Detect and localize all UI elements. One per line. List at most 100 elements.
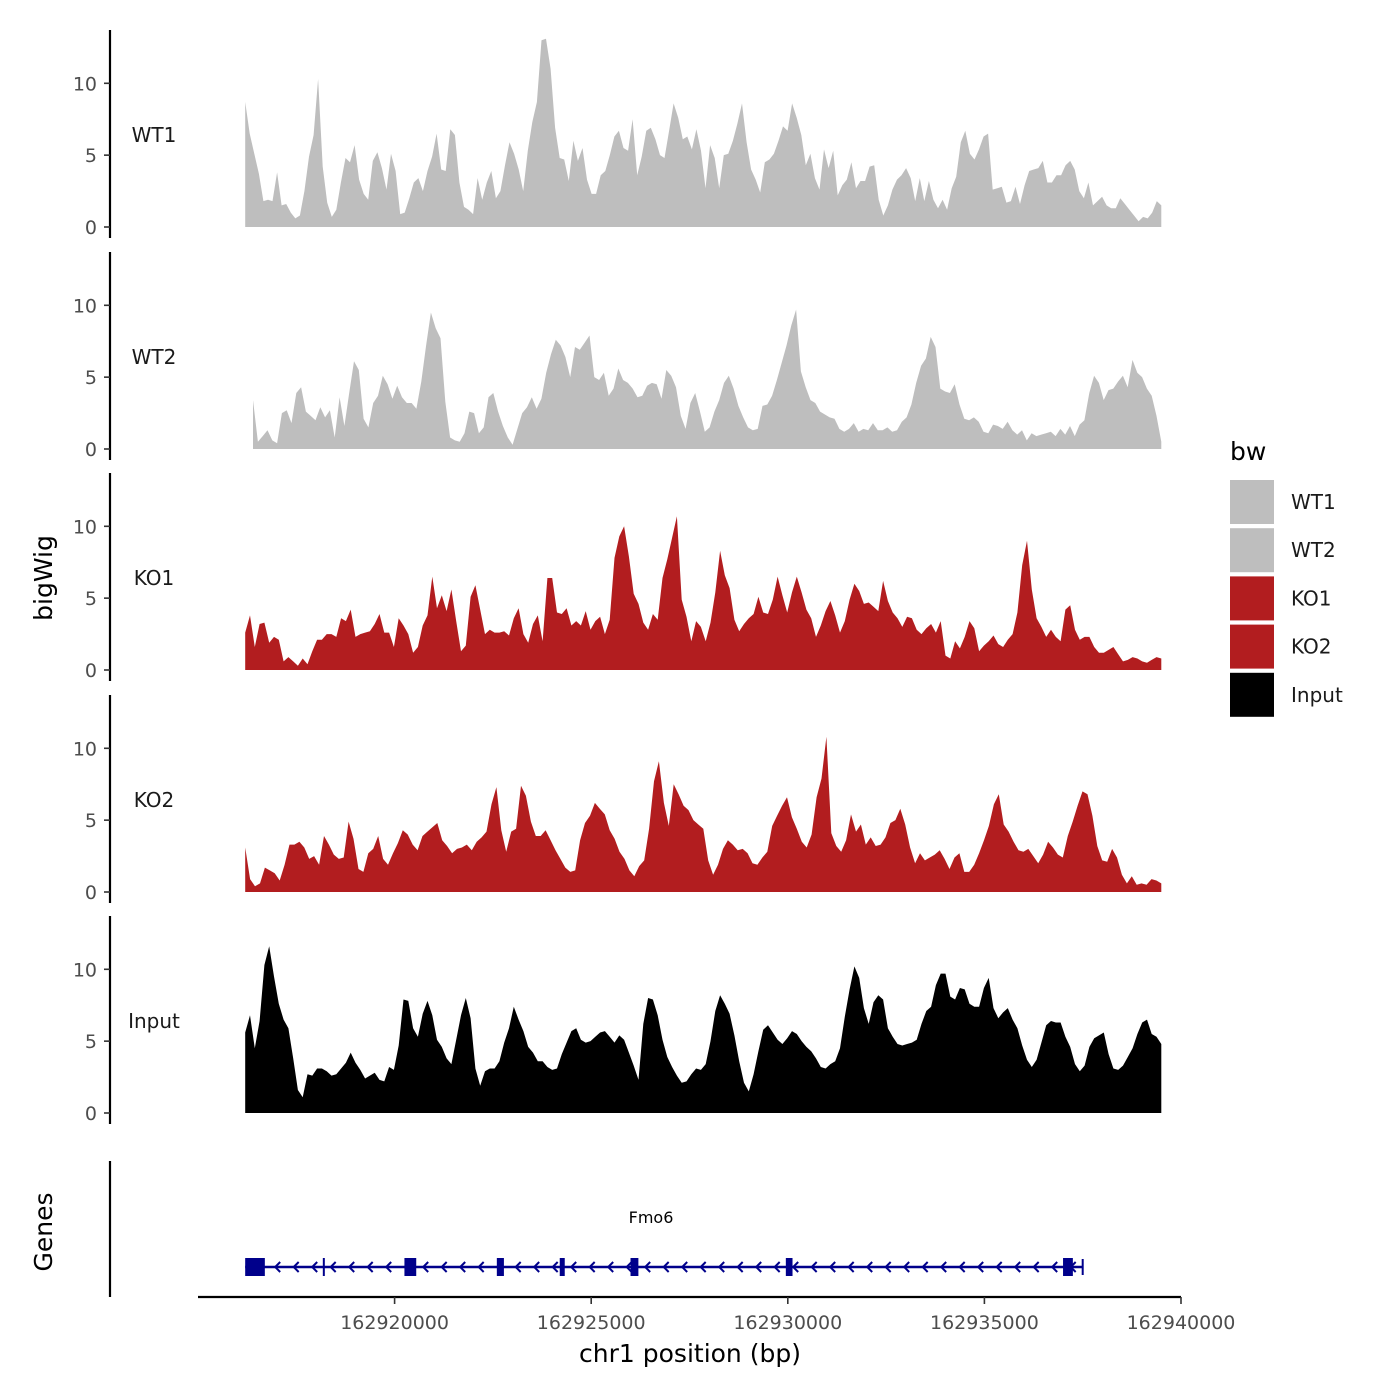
strand-arrow bbox=[810, 1261, 818, 1273]
strand-arrow bbox=[662, 1261, 670, 1273]
strand-arrow bbox=[1013, 1261, 1021, 1273]
y-tick-label: 10 bbox=[73, 959, 97, 981]
track-wt1: 0 5 10 WT1 bbox=[73, 30, 1162, 239]
y-tick-label: 5 bbox=[85, 810, 97, 832]
track-label-ko1: KO1 bbox=[134, 566, 175, 590]
strand-arrow bbox=[921, 1261, 929, 1273]
gene-exon bbox=[404, 1258, 417, 1276]
strand-arrow bbox=[329, 1261, 337, 1273]
gene-name-label: Fmo6 bbox=[629, 1208, 674, 1227]
track-panels: 0 5 10 WT1 0 5 10 WT2 0 5 10 KO1 0 5 10 KO2 0 5 10 Input bbox=[73, 30, 1162, 1125]
strand-arrow bbox=[292, 1261, 300, 1273]
strand-arrow bbox=[1032, 1261, 1040, 1273]
legend-label: KO1 bbox=[1291, 586, 1332, 610]
legend: bw WT1 WT2 KO1 KO2 Input bbox=[1230, 437, 1343, 717]
track-label-wt1: WT1 bbox=[132, 123, 177, 147]
strand-arrow bbox=[902, 1261, 910, 1273]
legend-swatch bbox=[1230, 624, 1274, 669]
y-tick-label: 0 bbox=[85, 660, 97, 682]
strand-arrow bbox=[421, 1261, 429, 1273]
y-tick-label: 0 bbox=[85, 217, 97, 239]
legend-label: WT1 bbox=[1291, 490, 1336, 514]
track-label-input: Input bbox=[128, 1009, 180, 1033]
legend-swatch bbox=[1230, 480, 1274, 524]
strand-arrow bbox=[384, 1261, 392, 1273]
y-tick-label: 10 bbox=[73, 73, 97, 95]
strand-arrow bbox=[458, 1261, 466, 1273]
strand-arrow bbox=[366, 1261, 374, 1273]
signal-area-wt2 bbox=[253, 309, 1162, 449]
strand-arrow bbox=[828, 1261, 836, 1273]
y-tick-label: 0 bbox=[85, 439, 97, 461]
strand-arrow bbox=[939, 1261, 947, 1273]
strand-arrow bbox=[477, 1261, 485, 1273]
x-tick-label: 162925000 bbox=[537, 1312, 646, 1334]
y-tick-label: 10 bbox=[73, 738, 97, 760]
legend-label: KO2 bbox=[1291, 635, 1332, 659]
x-tick-label: 162940000 bbox=[1127, 1312, 1236, 1334]
gene-exon bbox=[1063, 1258, 1073, 1276]
strand-arrow bbox=[514, 1261, 522, 1273]
legend-entry-ko2: KO2 bbox=[1230, 624, 1332, 669]
signal-area-ko2 bbox=[245, 736, 1162, 892]
track-label-wt2: WT2 bbox=[132, 345, 177, 369]
track-ko2: 0 5 10 KO2 bbox=[73, 695, 1162, 904]
signal-area-input bbox=[245, 946, 1162, 1113]
gene-exon bbox=[785, 1258, 793, 1276]
genes-panel: Fmo6 bbox=[108, 1161, 1084, 1297]
strand-arrow bbox=[995, 1261, 1003, 1273]
x-tick-label: 162935000 bbox=[930, 1312, 1039, 1334]
strand-arrow bbox=[1050, 1261, 1058, 1273]
strand-arrow bbox=[273, 1261, 281, 1273]
gene-exon bbox=[245, 1258, 265, 1276]
y-tick-label: 5 bbox=[85, 1031, 97, 1053]
strand-arrow bbox=[865, 1261, 873, 1273]
strand-arrow bbox=[532, 1261, 540, 1273]
strand-arrow bbox=[736, 1261, 744, 1273]
y-tick-label: 0 bbox=[85, 1103, 97, 1125]
y-tick-label: 5 bbox=[85, 145, 97, 167]
strand-arrow bbox=[347, 1261, 355, 1273]
signal-area-wt1 bbox=[245, 38, 1162, 228]
strand-arrow bbox=[680, 1261, 688, 1273]
strand-arrow bbox=[884, 1261, 892, 1273]
y-tick-label: 0 bbox=[85, 882, 97, 904]
legend-label: WT2 bbox=[1291, 538, 1336, 562]
y-tick-label: 10 bbox=[73, 516, 97, 538]
legend-entry-wt1: WT1 bbox=[1230, 480, 1336, 524]
y-tick-label: 5 bbox=[85, 588, 97, 610]
x-axis: 162920000 162925000 162930000 162935000 1629… bbox=[198, 1295, 1236, 1334]
strand-arrow bbox=[625, 1261, 633, 1273]
strand-arrow bbox=[310, 1261, 318, 1273]
signal-area-ko1 bbox=[245, 516, 1162, 670]
strand-arrow bbox=[773, 1261, 781, 1273]
legend-entry-input: Input bbox=[1230, 672, 1343, 717]
x-tick-label: 162920000 bbox=[340, 1312, 449, 1334]
strand-arrow bbox=[588, 1261, 596, 1273]
strand-arrow bbox=[847, 1261, 855, 1273]
strand-arrow bbox=[754, 1261, 762, 1273]
y-axis-title: bigWig bbox=[29, 535, 58, 621]
strand-arrow bbox=[699, 1261, 707, 1273]
track-wt2: 0 5 10 WT2 bbox=[73, 252, 1162, 461]
strand-arrow bbox=[958, 1261, 966, 1273]
legend-label: Input bbox=[1291, 683, 1343, 707]
strand-arrow bbox=[551, 1261, 559, 1273]
strand-arrow bbox=[643, 1261, 651, 1273]
track-input: 0 5 10 Input bbox=[73, 916, 1162, 1125]
track-label-ko2: KO2 bbox=[134, 788, 175, 812]
gene-exon bbox=[630, 1258, 639, 1276]
gene-exon bbox=[559, 1258, 565, 1276]
strand-arrow bbox=[791, 1261, 799, 1273]
track-ko1: 0 5 10 KO1 bbox=[73, 473, 1162, 682]
legend-entry-ko1: KO1 bbox=[1230, 576, 1332, 621]
legend-entry-wt2: WT2 bbox=[1230, 528, 1336, 573]
strand-arrow bbox=[717, 1261, 725, 1273]
x-axis-title: chr1 position (bp) bbox=[579, 1339, 801, 1368]
legend-swatch bbox=[1230, 672, 1274, 717]
genes-axis-title: Genes bbox=[29, 1192, 58, 1271]
strand-arrow bbox=[569, 1261, 577, 1273]
legend-swatch bbox=[1230, 528, 1274, 573]
y-tick-label: 10 bbox=[73, 295, 97, 317]
